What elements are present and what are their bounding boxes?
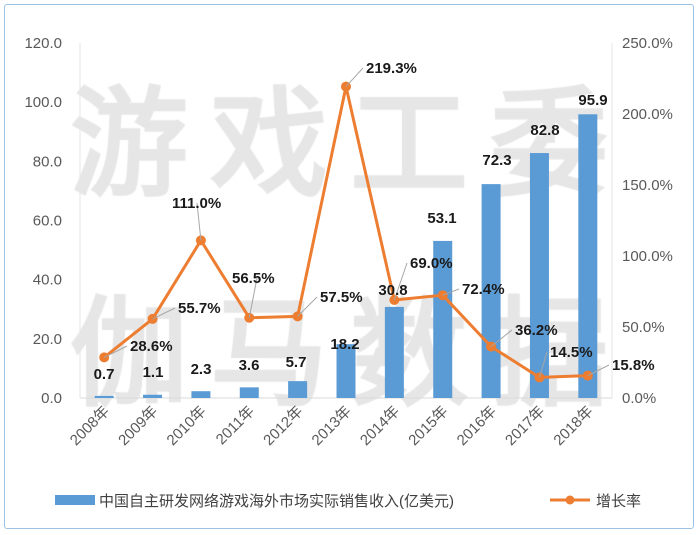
bar-data-label: 1.1 bbox=[143, 364, 164, 381]
bar bbox=[529, 153, 549, 398]
bar-data-label: 18.2 bbox=[330, 336, 359, 353]
line-data-label: 14.5% bbox=[550, 344, 593, 361]
x-tick-label: 2009年 bbox=[115, 403, 161, 449]
bar-data-label: 30.8 bbox=[378, 282, 407, 299]
left-tick-label: 80.0 bbox=[33, 153, 62, 170]
bar bbox=[94, 395, 114, 398]
bar-data-label: 82.8 bbox=[530, 122, 559, 139]
right-tick-label: 200.0% bbox=[622, 106, 673, 123]
left-tick-label: 40.0 bbox=[33, 272, 62, 289]
bar bbox=[191, 391, 211, 398]
bar bbox=[288, 381, 308, 398]
right-tick-label: 100.0% bbox=[622, 248, 673, 265]
right-tick-label: 150.0% bbox=[622, 177, 673, 194]
right-tick-label: 50.0% bbox=[622, 319, 665, 336]
bar-data-label: 5.7 bbox=[286, 354, 307, 371]
right-tick-label: 250.0% bbox=[622, 35, 673, 52]
line-data-label: 56.5% bbox=[232, 270, 275, 287]
line-data-label: 55.7% bbox=[178, 300, 221, 317]
bar-data-label: 3.6 bbox=[239, 357, 260, 374]
leader-line bbox=[538, 351, 548, 378]
line-data-label: 219.3% bbox=[366, 60, 417, 77]
line-data-label: 28.6% bbox=[130, 338, 173, 355]
x-tick-label: 2018年 bbox=[550, 403, 596, 449]
left-tick-label: 100.0 bbox=[24, 94, 62, 111]
bar-data-label: 0.7 bbox=[94, 366, 115, 383]
x-tick-label: 2015年 bbox=[405, 403, 451, 449]
line-data-label: 36.2% bbox=[515, 322, 558, 339]
left-tick-label: 120.0 bbox=[24, 35, 62, 52]
left-tick-label: 0.0 bbox=[41, 390, 62, 407]
line-data-label: 57.5% bbox=[320, 289, 363, 306]
line-data-label: 72.4% bbox=[462, 281, 505, 298]
bar bbox=[433, 240, 453, 398]
bar bbox=[384, 306, 404, 398]
bar bbox=[336, 344, 356, 398]
leader-line bbox=[442, 288, 460, 296]
legend-bar-label: 中国自主研发网络游戏海外市场实际销售收入(亿美元) bbox=[99, 493, 454, 510]
bar bbox=[143, 394, 163, 398]
x-tick-label: 2012年 bbox=[260, 403, 306, 449]
line-data-label: 111.0% bbox=[172, 195, 221, 212]
bar bbox=[578, 114, 598, 398]
bar bbox=[239, 387, 259, 398]
leader-line bbox=[152, 307, 176, 320]
leader-line bbox=[103, 345, 128, 358]
leader-line bbox=[490, 329, 513, 347]
leader-line bbox=[196, 202, 202, 241]
bar-data-label: 72.3 bbox=[482, 152, 511, 169]
x-tick-label: 2008年 bbox=[67, 403, 113, 449]
line-data-label: 15.8% bbox=[612, 357, 655, 374]
left-tick-label: 60.0 bbox=[33, 213, 62, 230]
bar-data-label: 53.1 bbox=[427, 210, 456, 227]
x-tick-label: 2017年 bbox=[502, 403, 548, 449]
legend-line-marker bbox=[565, 495, 575, 505]
right-tick-label: 0.0% bbox=[622, 390, 656, 407]
x-tick-label: 2011年 bbox=[213, 403, 258, 448]
leader-line bbox=[248, 277, 258, 318]
left-tick-label: 20.0 bbox=[33, 331, 62, 348]
x-tick-label: 2014年 bbox=[357, 403, 403, 449]
leader-line bbox=[393, 262, 408, 301]
x-tick-label: 2010年 bbox=[164, 403, 210, 449]
leader-line bbox=[587, 364, 610, 377]
legend-line-label: 增长率 bbox=[596, 493, 641, 510]
line-data-label: 69.0% bbox=[410, 255, 453, 272]
x-tick-label: 2013年 bbox=[309, 403, 355, 449]
leader-line bbox=[345, 67, 364, 87]
bar-data-label: 2.3 bbox=[191, 361, 212, 378]
x-tick-label: 2016年 bbox=[454, 403, 500, 449]
leader-line bbox=[297, 296, 318, 317]
legend-bar-swatch bbox=[55, 495, 95, 505]
bar-data-label: 95.9 bbox=[578, 92, 607, 109]
bar bbox=[481, 184, 501, 398]
